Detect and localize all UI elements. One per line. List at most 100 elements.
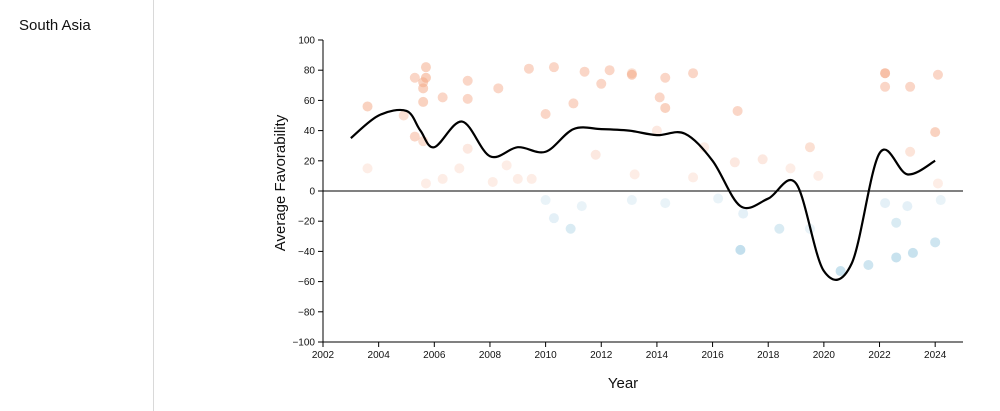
data-point-61 [738,208,749,219]
y-tick-label: −60 [298,277,315,288]
x-tick-label: 2004 [368,350,391,361]
sidebar-panel: South Asia [0,0,154,411]
data-point-12 [437,92,448,103]
region-label: South Asia [19,17,91,34]
data-point-28 [590,149,601,160]
data-point-69 [891,252,902,263]
data-point-42 [732,105,743,116]
data-point-51 [930,127,941,138]
data-point-50 [905,146,916,157]
data-point-20 [501,160,512,171]
data-point-2 [398,110,409,121]
y-tick-label: 20 [304,156,316,167]
data-point-41 [729,157,740,168]
axes-layer: −100 −80 −60 −40 −20 0 20 40 60 80 100 2002 2004 2006… [292,36,963,361]
x-tick-label: 2024 [924,350,947,361]
data-point-22 [523,63,534,74]
data-point-67 [880,198,891,209]
data-point-29 [596,78,607,89]
data-point-66 [863,259,874,270]
data-point-63 [774,223,785,234]
x-tick-label: 2010 [534,350,557,361]
y-tick-label: 0 [309,187,315,198]
data-point-18 [487,176,498,187]
data-point-5 [420,62,431,73]
data-point-19 [493,83,504,94]
data-point-53 [932,178,943,189]
data-point-31 [626,69,637,80]
data-point-14 [454,163,465,174]
y-axis-title: Average Favorability [272,114,289,251]
data-point-0 [362,101,373,112]
y-tick-label: −100 [292,338,315,349]
data-point-32 [626,68,637,79]
data-point-9 [418,96,429,107]
data-point-35 [654,92,665,103]
data-point-24 [540,108,551,119]
data-point-36 [660,72,671,83]
x-tick-label: 2014 [646,350,669,361]
data-point-4 [409,131,420,142]
data-point-59 [660,198,671,209]
data-point-62 [735,244,746,255]
y-tick-label: 80 [304,66,316,77]
data-point-23 [526,173,537,184]
data-point-13 [437,173,448,184]
y-tick-label: 40 [304,126,316,137]
y-tick-label: 60 [304,96,316,107]
x-tick-label: 2020 [813,350,836,361]
data-point-25 [548,62,559,73]
trend-line [350,108,936,281]
data-point-11 [420,178,431,189]
data-point-15 [462,75,473,86]
data-point-72 [930,237,941,248]
data-point-8 [418,83,429,94]
data-point-16 [462,93,473,104]
y-tick-label: 100 [298,36,315,47]
y-tick-label: −20 [298,217,315,228]
data-point-37 [660,102,671,113]
data-point-43 [757,154,768,165]
data-point-48 [880,81,891,92]
data-point-44 [785,163,796,174]
data-point-60 [713,193,724,204]
x-tick-label: 2006 [423,350,446,361]
data-point-73 [935,195,946,206]
data-point-26 [568,98,579,109]
data-point-17 [462,143,473,154]
y-tick-label: −40 [298,247,315,258]
data-point-65 [835,266,846,277]
points-layer [362,62,946,277]
data-point-52 [932,69,943,80]
data-point-71 [907,247,918,258]
data-point-1 [362,163,373,174]
data-point-45 [804,142,815,153]
data-point-21 [512,173,523,184]
data-point-40 [699,142,710,153]
data-point-47 [880,68,891,79]
y-tick-label: −80 [298,307,315,318]
data-point-30 [604,65,615,76]
data-point-58 [626,195,637,206]
data-point-55 [548,213,559,224]
data-point-68 [891,217,902,228]
data-point-34 [651,125,662,136]
data-point-54 [540,195,551,206]
x-tick-label: 2002 [312,350,335,361]
data-point-57 [576,201,587,212]
data-point-49 [905,81,916,92]
data-point-33 [629,169,640,180]
data-point-70 [902,201,913,212]
x-tick-label: 2016 [701,350,724,361]
data-point-38 [688,68,699,79]
x-tick-label: 2018 [757,350,780,361]
x-axis-title: Year [608,375,638,392]
x-tick-label: 2012 [590,350,613,361]
data-point-39 [688,172,699,183]
data-point-3 [409,72,420,83]
x-tick-label: 2022 [868,350,891,361]
data-point-46 [813,170,824,181]
data-point-56 [565,223,576,234]
x-tick-label: 2008 [479,350,502,361]
